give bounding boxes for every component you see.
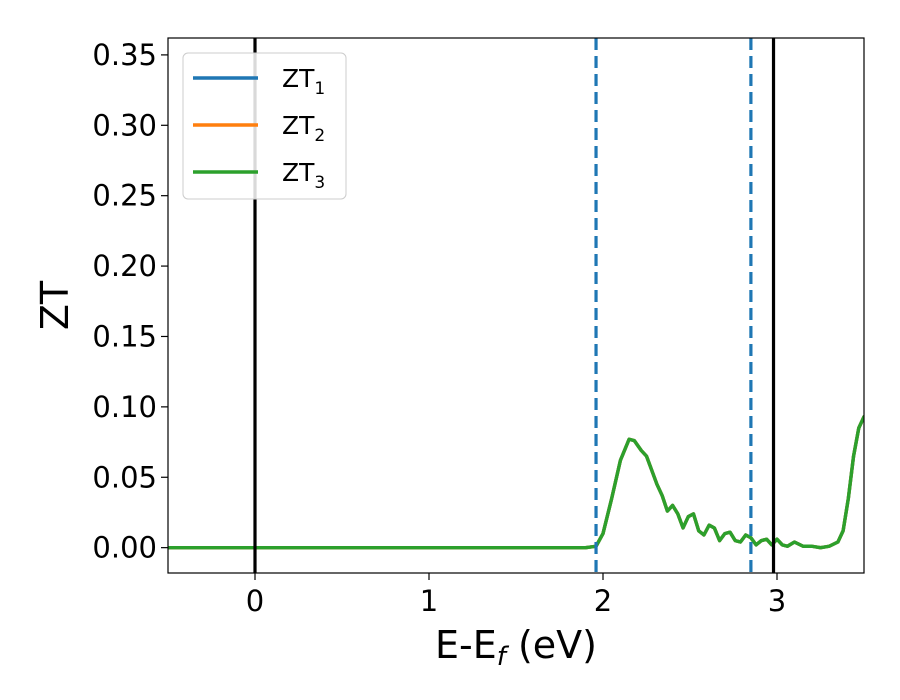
y-tick-label: 0.20 [92,249,157,283]
x-tick-label: 0 [246,584,264,618]
y-tick-label: 0.25 [92,179,157,213]
x-axis-label: E-Ef (eV) [435,623,597,672]
legend: ZT1 ZT2 ZT3 [182,52,347,200]
y-axis-label: ZT [33,280,77,330]
legend-box [182,52,347,200]
plot-frame [167,37,865,574]
legend-label: ZT3 [282,158,325,193]
legend-label: ZT1 [282,64,325,99]
series-line-zt3 [168,415,864,550]
legend-label: ZT2 [282,111,325,146]
x-axis-label-main: E-E [435,623,497,667]
series-line-zt1 [168,415,864,550]
x-axis-label-unit: (eV) [506,623,597,667]
series-line-zt2 [168,415,864,550]
y-tick-label: 0.00 [92,531,157,565]
x-tick-label: 2 [594,584,612,618]
x-tick-label: 3 [768,584,786,618]
y-tick-label: 0.05 [92,460,157,494]
ticks-group: 0 1 2 3 0.00 0.05 0.10 0.15 0.20 0.25 0.30 0.35 [92,38,786,618]
y-tick-label: 0.35 [92,38,157,72]
y-tick-label: 0.30 [92,108,157,142]
x-tick-label: 1 [420,584,438,618]
y-tick-label: 0.10 [92,390,157,424]
y-tick-label: 0.15 [92,319,157,353]
